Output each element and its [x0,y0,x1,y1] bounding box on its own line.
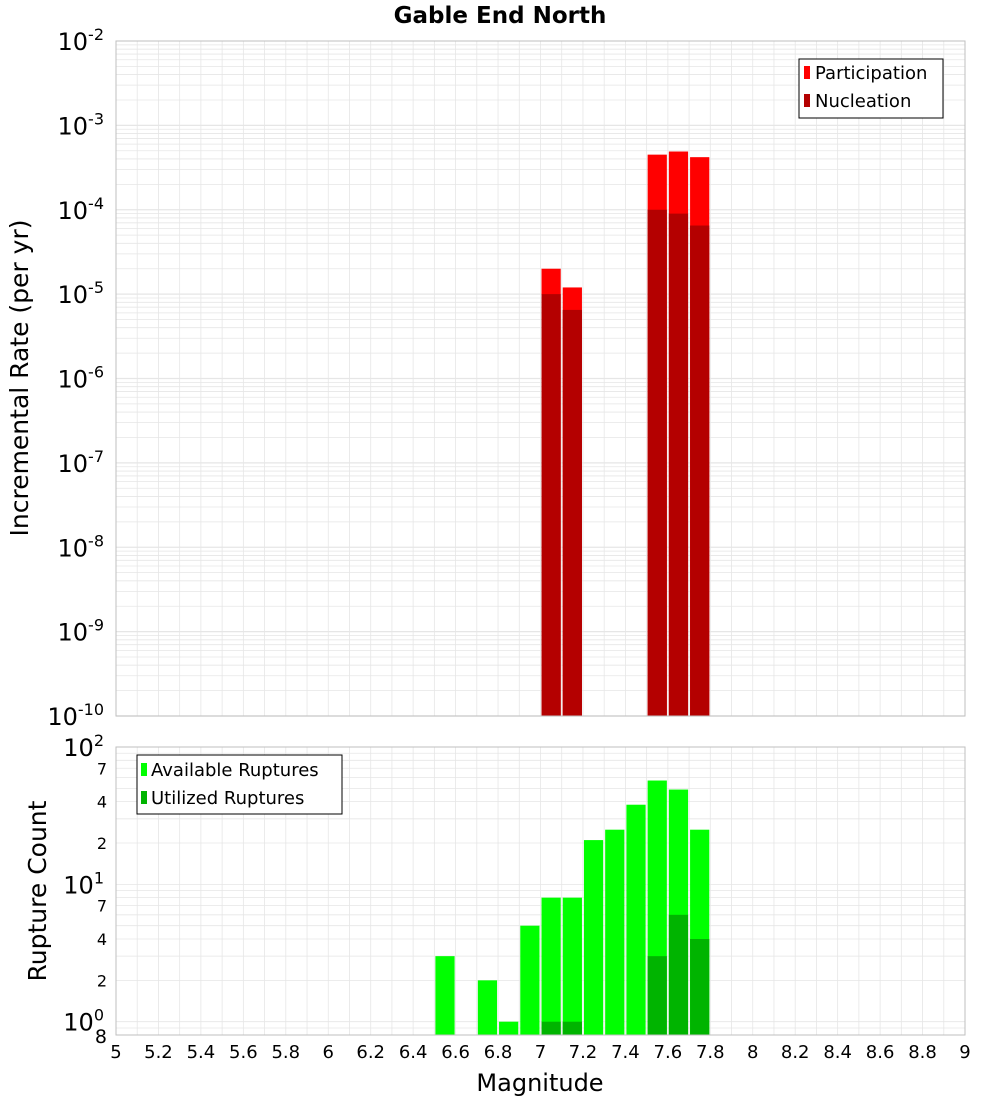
count-bars [435,780,710,1035]
rate-gridlines [115,41,966,717]
count-y-minor-tick-label: 7 [97,759,107,778]
count-y-tick-label: 101 [63,868,104,899]
count-plot-frame [115,746,966,1036]
count-legend-swatch [141,763,147,776]
nucleation-bar [647,209,667,716]
available-ruptures-bar [583,840,604,1035]
x-tick-label: 8.8 [908,1042,937,1063]
count-legend-label: Utilized Ruptures [151,788,304,809]
nucleation-bar [668,213,689,717]
x-tick-label: 5.2 [144,1042,173,1063]
count-gridlines [115,746,966,1036]
rate-plot-frame [115,40,966,717]
count-y-minor-tick-label: 7 [97,897,107,916]
count-y-minor-tick-label: 4 [97,930,107,949]
rate-y-tick-labels: 10-10 10-9 10-8 10-7 10-6 10-5 10-4 10-3 10-2 [47,25,104,731]
count-y-tick-label: 102 [63,731,104,762]
x-tick-label: 6.4 [399,1042,428,1063]
rate-legend-label: Nucleation [815,91,911,112]
x-tick-label: 8.2 [781,1042,810,1063]
rate-legend-box [798,58,944,119]
count-y-minor-tick-label: 2 [97,971,107,990]
rate-bars [541,151,710,717]
available-ruptures-bar [435,956,455,1035]
utilized-ruptures-bar [541,1021,561,1035]
rate-y-tick-label: 10-2 [58,25,105,56]
x-tick-label: 6.6 [441,1042,470,1063]
available-ruptures-bar [626,804,646,1035]
utilized-ruptures-bar [690,939,710,1035]
rate-panel: 10-10 10-9 10-8 10-7 10-6 10-5 10-4 10-3 10-2 Par… [47,25,966,731]
utilized-ruptures-bar [647,956,667,1035]
count-y-tick-labels: 100 101 102 2 4 7 2 4 7 8 [63,731,107,1048]
nucleation-bar [562,309,582,716]
x-tick-label: 5.8 [271,1042,300,1063]
count-legend-swatch [141,791,147,804]
x-tick-label: 6.8 [484,1042,513,1063]
rate-legend-swatch [804,94,810,107]
x-axis-label: Magnitude [476,1069,603,1097]
count-y-tick-label-bottom: 8 [95,1026,107,1048]
utilized-ruptures-bar [562,1021,582,1035]
available-ruptures-bar [605,829,625,1035]
rate-y-tick-label: 10-7 [58,447,105,478]
x-tick-label: 7.8 [696,1042,725,1063]
rate-y-tick-label: 10-6 [58,363,105,394]
count-y-tick-label: 100 [63,1006,104,1037]
count-legend-label: Available Ruptures [151,760,319,781]
x-tick-label: 7 [535,1042,546,1063]
rate-y-tick-label: 10-3 [58,109,105,140]
available-ruptures-bar [562,897,582,1035]
available-ruptures-bar [477,980,498,1035]
rate-y-tick-label: 10-9 [58,616,105,647]
x-tick-label: 5 [110,1042,121,1063]
count-y-minor-tick-label: 4 [97,793,107,812]
x-tick-label: 6.2 [356,1042,385,1063]
rate-legend: Participation Nucleation [798,58,944,119]
rate-y-tick-label: 10-10 [47,700,104,731]
chart-title: Gable End North [394,3,607,29]
x-tick-labels: 5 5.2 5.4 5.6 5.8 6 6.2 6.4 6.6 6.8 7 7.2 7.4 7.6 7.8 8… [110,1042,970,1063]
x-tick-label: 8 [747,1042,758,1063]
available-ruptures-bar [541,897,561,1035]
x-tick-label: 7.2 [569,1042,598,1063]
count-legend: Available Ruptures Utilized Ruptures [136,754,343,815]
count-y-axis-label: Rupture Count [23,800,52,981]
utilized-ruptures-bar [668,914,689,1035]
x-tick-label: 9 [959,1042,970,1063]
x-tick-label: 5.6 [229,1042,258,1063]
nucleation-bar [690,225,710,716]
x-tick-label: 8.4 [823,1042,852,1063]
rate-y-tick-label: 10-5 [58,278,105,309]
x-tick-label: 7.4 [611,1042,640,1063]
available-ruptures-bar [499,1021,519,1035]
rate-y-tick-label: 10-4 [58,194,105,225]
nucleation-bar [541,294,561,716]
available-ruptures-bar [520,925,540,1035]
rate-y-axis-label: Incremental Rate (per yr) [5,220,34,537]
count-y-minor-tick-label: 2 [97,834,107,853]
x-tick-label: 6 [323,1042,334,1063]
rate-y-tick-label: 10-8 [58,531,105,562]
x-tick-label: 7.6 [654,1042,683,1063]
rate-legend-swatch [804,66,810,79]
x-tick-label: 8.6 [866,1042,895,1063]
rate-legend-label: Participation [815,63,927,84]
count-legend-box [136,754,343,815]
x-tick-label: 5.4 [187,1042,216,1063]
